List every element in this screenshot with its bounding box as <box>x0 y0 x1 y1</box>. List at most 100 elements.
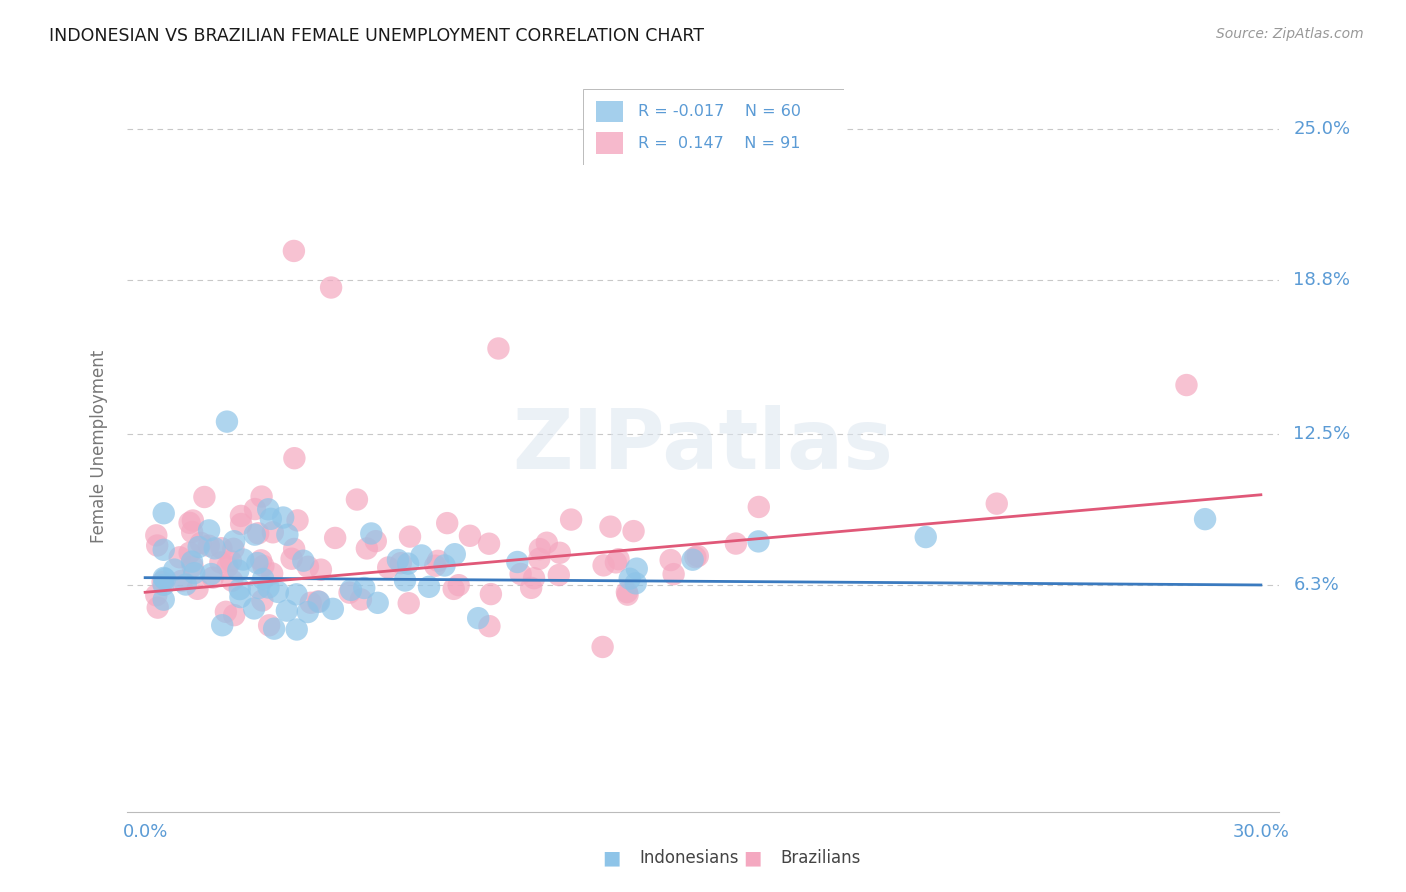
Point <box>197 539 219 553</box>
Point <box>181 524 204 539</box>
Point <box>145 588 167 602</box>
Point <box>276 604 298 618</box>
Point <box>724 536 747 550</box>
Point <box>285 623 308 637</box>
Point <box>179 546 201 560</box>
Point <box>262 525 284 540</box>
Point <box>243 601 266 615</box>
Point <box>219 554 242 568</box>
Point <box>309 563 332 577</box>
Point <box>152 578 174 592</box>
Point <box>187 540 209 554</box>
Point <box>152 575 174 590</box>
Point <box>478 537 501 551</box>
Point <box>506 555 529 569</box>
Point <box>626 562 648 576</box>
Point <box>170 574 193 588</box>
Point <box>292 554 315 568</box>
Point <box>222 541 245 556</box>
Y-axis label: Female Unemployment: Female Unemployment <box>90 350 108 542</box>
Point <box>599 519 621 533</box>
Point <box>283 451 305 466</box>
Point <box>204 541 226 556</box>
Bar <box>596 101 623 122</box>
Bar <box>596 132 623 153</box>
Point <box>146 600 169 615</box>
Text: 12.5%: 12.5% <box>1294 425 1351 442</box>
Point <box>146 539 169 553</box>
Point <box>224 608 246 623</box>
Point <box>224 534 246 549</box>
Point <box>169 550 191 565</box>
Point <box>396 557 419 571</box>
Point <box>411 549 433 563</box>
Point <box>152 542 174 557</box>
Point <box>443 547 465 561</box>
Point <box>285 587 308 601</box>
Text: ZIPatlas: ZIPatlas <box>513 406 893 486</box>
Point <box>478 619 501 633</box>
Point <box>181 559 204 574</box>
Point <box>246 556 269 570</box>
Point <box>387 553 409 567</box>
Text: 6.3%: 6.3% <box>1294 576 1339 594</box>
Point <box>322 602 344 616</box>
Point <box>283 244 305 258</box>
Point <box>560 512 582 526</box>
Point <box>436 516 458 530</box>
Point <box>353 581 375 595</box>
Point <box>346 492 368 507</box>
Text: R = -0.017    N = 60: R = -0.017 N = 60 <box>638 103 801 119</box>
Point <box>619 572 641 586</box>
Point <box>283 541 305 556</box>
Point <box>145 528 167 542</box>
Point <box>260 512 283 526</box>
Point <box>319 280 342 294</box>
Text: Indonesians: Indonesians <box>640 849 740 867</box>
FancyBboxPatch shape <box>583 89 844 165</box>
Point <box>200 567 222 582</box>
Point <box>624 576 647 591</box>
Text: 25.0%: 25.0% <box>1294 120 1351 138</box>
Point <box>152 506 174 520</box>
Point <box>350 592 373 607</box>
Point <box>605 555 627 569</box>
Point <box>263 622 285 636</box>
Point <box>364 534 387 549</box>
Point <box>686 549 709 563</box>
Point <box>418 580 440 594</box>
Point <box>748 500 770 514</box>
Text: INDONESIAN VS BRAZILIAN FEMALE UNEMPLOYMENT CORRELATION CHART: INDONESIAN VS BRAZILIAN FEMALE UNEMPLOYM… <box>49 27 704 45</box>
Point <box>536 535 558 549</box>
Point <box>616 585 638 599</box>
Text: Source: ZipAtlas.com: Source: ZipAtlas.com <box>1216 27 1364 41</box>
Point <box>215 605 238 619</box>
Point <box>179 516 201 530</box>
Point <box>201 571 224 585</box>
Point <box>250 553 273 567</box>
Point <box>607 552 630 566</box>
Point <box>247 581 270 595</box>
Point <box>747 534 769 549</box>
Point <box>467 611 489 625</box>
Point <box>623 524 645 538</box>
Point <box>209 556 232 570</box>
Text: ■: ■ <box>602 848 621 868</box>
Point <box>433 558 456 573</box>
Point <box>174 577 197 591</box>
Point <box>307 594 329 608</box>
Point <box>232 552 254 566</box>
Point <box>479 587 502 601</box>
Point <box>616 588 638 602</box>
Point <box>308 595 330 609</box>
Point <box>193 490 215 504</box>
Point <box>682 552 704 566</box>
Point <box>488 342 510 356</box>
Point <box>523 571 546 585</box>
Point <box>250 490 273 504</box>
Point <box>198 524 221 538</box>
Point <box>252 572 274 586</box>
Point <box>447 578 470 592</box>
Point <box>252 593 274 607</box>
Point <box>243 502 266 516</box>
